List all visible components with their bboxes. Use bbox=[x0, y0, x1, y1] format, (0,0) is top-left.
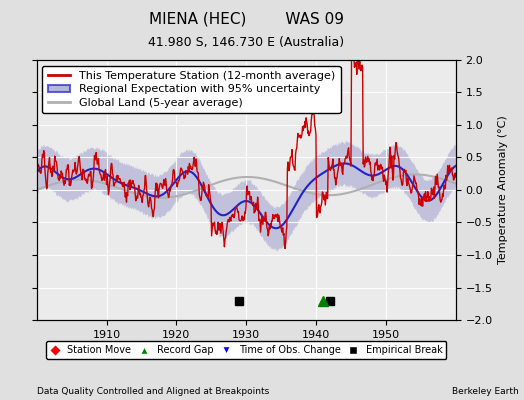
Text: Berkeley Earth: Berkeley Earth bbox=[452, 387, 519, 396]
Text: MIENA (HEC)        WAS 09: MIENA (HEC) WAS 09 bbox=[149, 12, 344, 27]
Y-axis label: Temperature Anomaly (°C): Temperature Anomaly (°C) bbox=[498, 116, 508, 264]
Text: 41.980 S, 146.730 E (Australia): 41.980 S, 146.730 E (Australia) bbox=[148, 36, 344, 49]
Legend: Station Move, Record Gap, Time of Obs. Change, Empirical Break: Station Move, Record Gap, Time of Obs. C… bbox=[46, 341, 446, 359]
Legend: This Temperature Station (12-month average), Regional Expectation with 95% uncer: This Temperature Station (12-month avera… bbox=[42, 66, 341, 113]
Text: Data Quality Controlled and Aligned at Breakpoints: Data Quality Controlled and Aligned at B… bbox=[37, 387, 269, 396]
